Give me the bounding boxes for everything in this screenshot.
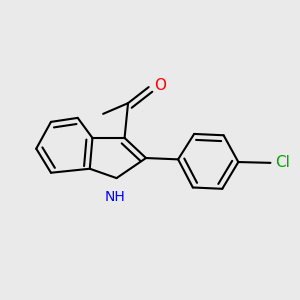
Text: O: O bbox=[154, 78, 166, 93]
Text: Cl: Cl bbox=[275, 155, 290, 170]
Text: NH: NH bbox=[105, 190, 126, 204]
